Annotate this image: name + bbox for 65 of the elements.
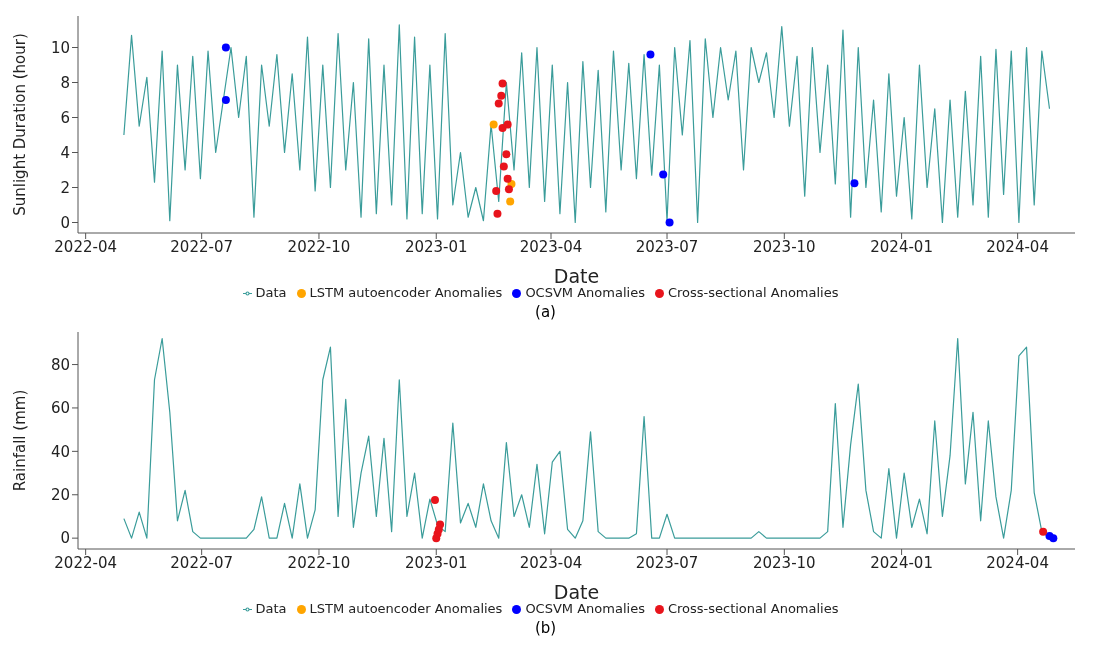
- point: [502, 150, 511, 159]
- x-axis-title: Date: [553, 265, 600, 287]
- x-tick-label: 2022-10: [287, 237, 351, 256]
- y-tick-label: 20: [50, 486, 70, 505]
- x-tick-label: 2024-04: [986, 553, 1049, 572]
- legend-label: OCSVM Anomalies: [525, 601, 645, 616]
- legend-label: Data: [255, 601, 287, 616]
- y-axis-title: Sunlight Duration (hour): [11, 33, 30, 216]
- point: [494, 99, 503, 108]
- point: [659, 170, 668, 179]
- y-axis-title: Rainfall (mm): [11, 389, 30, 492]
- legend-label: LSTM autoencoder Anomalies: [309, 285, 503, 300]
- x-tick-label: 2022-04: [54, 553, 117, 572]
- x-tick-label: 2023-01: [404, 237, 468, 256]
- x-tick-label: 2023-04: [519, 553, 583, 572]
- point: [503, 174, 512, 183]
- x-tick-label: 2024-01: [870, 553, 933, 572]
- x-tick-label: 2023-04: [519, 237, 583, 256]
- y-tick-label: 6: [60, 108, 70, 127]
- x-tick-label: 2023-10: [752, 237, 816, 256]
- point: [506, 197, 515, 206]
- x-tick-label: 2022-07: [170, 237, 234, 256]
- point: [436, 520, 445, 529]
- x-axis-title: Date: [553, 581, 600, 603]
- y-tick-label: 10: [50, 38, 70, 57]
- y-tick-label: 2: [60, 178, 70, 197]
- legend-label: Data: [255, 285, 287, 300]
- point: [221, 43, 230, 52]
- x-tick-label: 2024-04: [986, 237, 1049, 256]
- point: [497, 91, 506, 100]
- text: (b): [533, 618, 558, 639]
- point: [489, 120, 498, 129]
- x-tick-label: 2024-01: [870, 237, 933, 256]
- point: [646, 50, 655, 59]
- point: [430, 495, 439, 504]
- legend-label: Cross-sectional Anomalies: [667, 601, 839, 616]
- y-tick-label: 40: [50, 442, 70, 461]
- y-tick-label: 0: [60, 529, 70, 548]
- y-tick-label: 80: [50, 355, 70, 374]
- y-tick-label: 4: [60, 143, 70, 162]
- point: [665, 218, 674, 227]
- text: (a): [534, 302, 557, 323]
- point: [499, 162, 508, 171]
- point: [493, 209, 502, 218]
- y-tick-label: 0: [60, 213, 70, 232]
- point: [1039, 527, 1048, 536]
- x-tick-label: 2022-04: [54, 237, 117, 256]
- point: [504, 185, 513, 194]
- legend-label: Cross-sectional Anomalies: [667, 285, 839, 300]
- x-tick-label: 2023-10: [752, 553, 816, 572]
- y-tick-label: 8: [60, 73, 70, 92]
- x-tick-label: 2023-01: [404, 553, 468, 572]
- point: [850, 179, 859, 188]
- legend-label: LSTM autoencoder Anomalies: [309, 601, 503, 616]
- y-tick-label: 60: [50, 399, 70, 418]
- x-tick-label: 2023-07: [635, 553, 699, 572]
- point: [1049, 534, 1058, 543]
- x-tick-label: 2022-10: [287, 553, 351, 572]
- point: [498, 79, 507, 88]
- point: [492, 187, 501, 195]
- point: [503, 120, 512, 129]
- point: [221, 96, 230, 104]
- legend-label: OCSVM Anomalies: [525, 285, 645, 300]
- x-tick-label: 2022-07: [170, 553, 234, 572]
- x-tick-label: 2023-07: [635, 237, 699, 256]
